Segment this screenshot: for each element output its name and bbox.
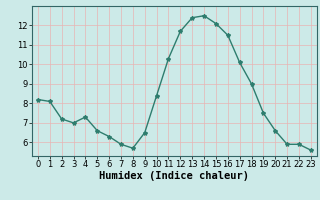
X-axis label: Humidex (Indice chaleur): Humidex (Indice chaleur) <box>100 171 249 181</box>
